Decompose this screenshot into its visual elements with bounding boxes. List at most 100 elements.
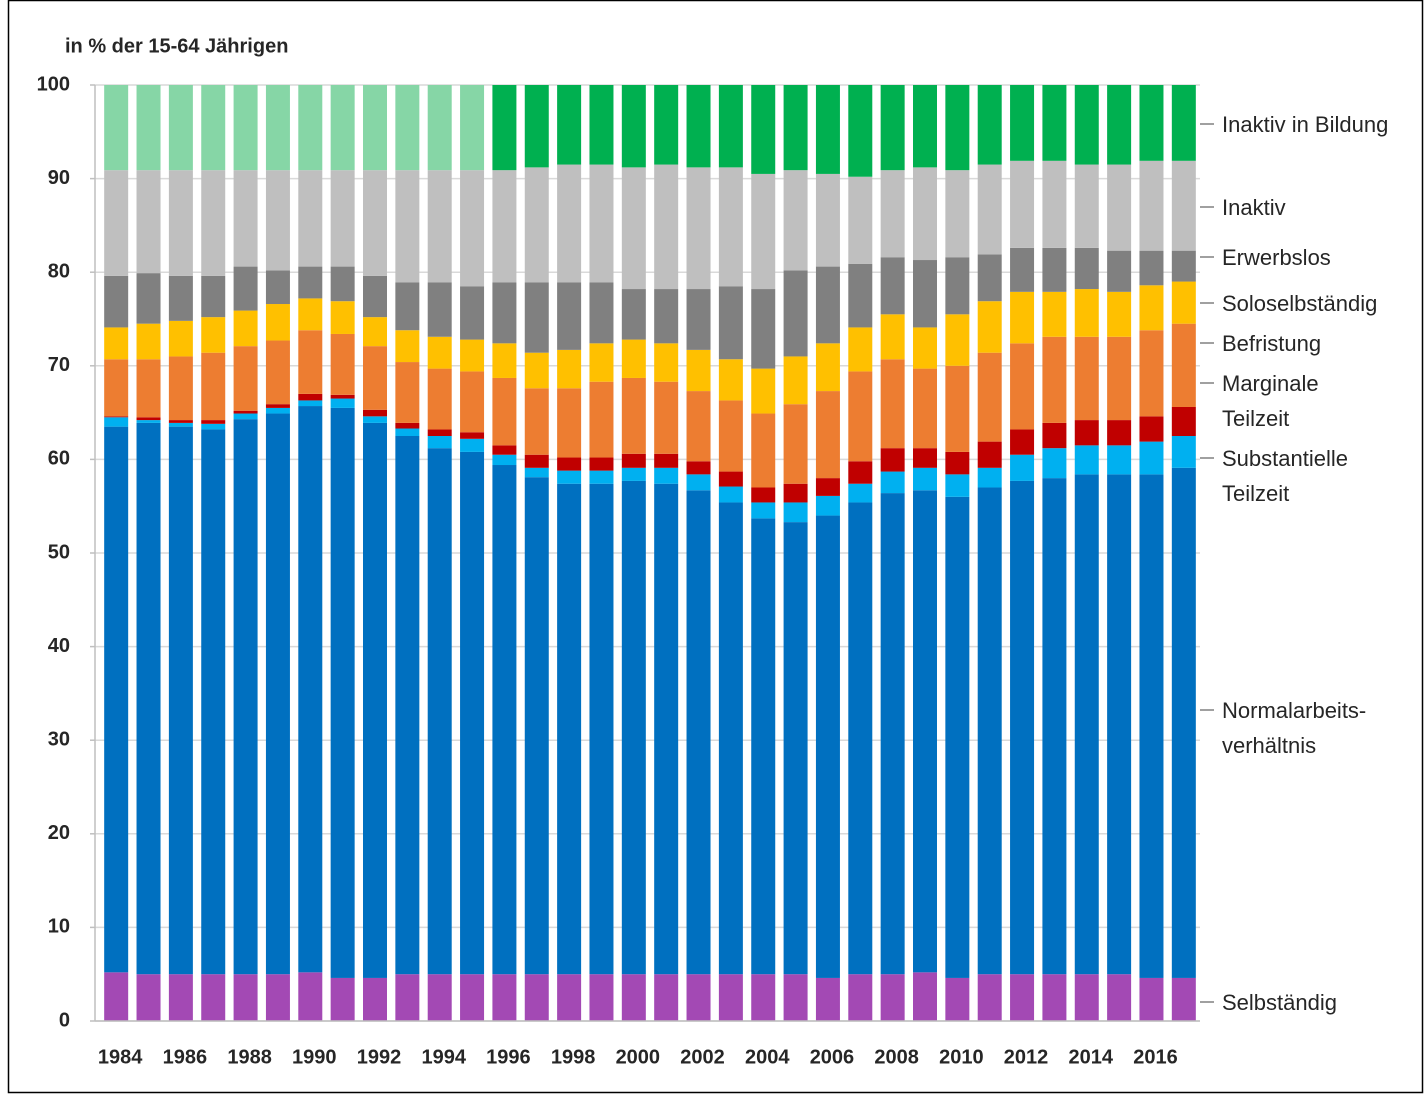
bar-segment xyxy=(298,266,323,299)
bar-segment xyxy=(751,518,776,975)
bar-segment xyxy=(621,167,646,290)
bar-segment xyxy=(524,167,549,283)
bar-segment xyxy=(104,170,129,276)
bar-segment xyxy=(557,974,582,1021)
bar-segment xyxy=(815,266,840,344)
bar-segment xyxy=(557,483,582,975)
bar-segment xyxy=(1010,247,1035,292)
bar-segment xyxy=(201,352,226,421)
bar-segment xyxy=(330,977,355,1021)
bar-segment xyxy=(168,320,193,357)
bar-segment xyxy=(815,977,840,1021)
bar-segment xyxy=(1010,480,1035,975)
bar-segment xyxy=(1139,160,1164,251)
bar-segment xyxy=(621,289,646,340)
x-tick-label: 1988 xyxy=(227,1046,272,1068)
bar-segment xyxy=(395,85,420,171)
bar-segment xyxy=(363,85,387,171)
x-tick-label: 1996 xyxy=(486,1046,531,1068)
bar-segment xyxy=(557,164,582,283)
bar-segment xyxy=(168,974,193,1021)
y-tick-label: 50 xyxy=(48,541,70,563)
x-tick-label: 2008 xyxy=(874,1046,919,1068)
bar-segment xyxy=(136,273,161,324)
bar-segment xyxy=(460,85,485,171)
bar-segment xyxy=(233,346,258,411)
bar-segment xyxy=(298,330,323,394)
bar-segment xyxy=(265,270,290,305)
bar-segment xyxy=(913,448,937,468)
bar-segment xyxy=(1010,343,1035,430)
bar-segment xyxy=(1074,164,1099,248)
bar-segment xyxy=(686,490,711,975)
bar-segment xyxy=(395,282,420,331)
bar-segment xyxy=(718,974,743,1021)
bar-segment xyxy=(589,470,614,484)
bar-segment xyxy=(1042,291,1067,337)
bar-segment xyxy=(848,85,873,177)
bar-segment xyxy=(1107,420,1132,446)
bar-segment xyxy=(977,254,1002,302)
bar-segment xyxy=(168,426,193,975)
bar-segment xyxy=(848,263,873,328)
bar-segment xyxy=(298,972,323,1021)
bar-segment xyxy=(427,368,452,430)
bar-segment xyxy=(136,85,161,171)
bar-segment xyxy=(913,972,937,1021)
bar-segment xyxy=(233,413,258,420)
bar-segment xyxy=(589,85,614,165)
bar-segment xyxy=(168,275,193,321)
bar-segment xyxy=(1171,977,1196,1021)
bar-segment xyxy=(104,85,129,171)
bar-segment xyxy=(945,451,970,475)
bar-segment xyxy=(265,340,290,405)
bar-segment xyxy=(1107,164,1132,251)
bar-segment xyxy=(783,356,808,405)
bar-segment xyxy=(815,173,840,267)
bar-segment xyxy=(815,515,840,978)
y-tick-label: 30 xyxy=(48,728,70,750)
bar-segment xyxy=(460,339,485,372)
y-tick-label: 40 xyxy=(48,635,70,657)
y-tick-label: 80 xyxy=(48,260,70,282)
bar-segment xyxy=(1139,416,1164,442)
bar-segment xyxy=(880,471,905,494)
bar-segment xyxy=(815,343,840,392)
bar-segment xyxy=(265,404,290,408)
bar-segment xyxy=(621,377,646,454)
bar-segment xyxy=(524,477,549,975)
bar-segment xyxy=(298,393,323,401)
bar-segment xyxy=(783,974,808,1021)
bar-segment xyxy=(136,974,161,1021)
bar-segment xyxy=(1107,291,1132,337)
bar-segment xyxy=(880,170,905,258)
bar-segment xyxy=(233,266,258,311)
bar-segment xyxy=(945,977,970,1021)
bar-segment xyxy=(977,85,1002,165)
bar-segment xyxy=(1107,474,1132,975)
bar-segment xyxy=(751,289,776,369)
legend-label: Inaktiv xyxy=(1222,194,1286,220)
bar-segment xyxy=(395,330,420,363)
bar-segment xyxy=(233,410,258,414)
bar-segment xyxy=(880,314,905,360)
bar-segment xyxy=(589,974,614,1021)
bar-segment xyxy=(1171,160,1196,251)
y-tick-label: 20 xyxy=(48,822,70,844)
bar-segment xyxy=(524,388,549,455)
bar-segment xyxy=(104,972,129,1021)
x-tick-label: 2014 xyxy=(1069,1046,1114,1068)
x-tick-label: 1998 xyxy=(551,1046,596,1068)
bar-segment xyxy=(460,438,485,452)
bar-segment xyxy=(718,502,743,975)
bar-segment xyxy=(427,448,452,975)
bar-segment xyxy=(492,170,517,283)
bar-segment xyxy=(460,286,485,340)
bar-segment xyxy=(524,454,549,468)
bar-segment xyxy=(1074,289,1099,337)
bar-segment xyxy=(977,441,1002,468)
bar-segment xyxy=(815,478,840,496)
bar-segment xyxy=(783,270,808,357)
bar-segment xyxy=(654,974,679,1021)
bar-segment xyxy=(395,362,420,423)
